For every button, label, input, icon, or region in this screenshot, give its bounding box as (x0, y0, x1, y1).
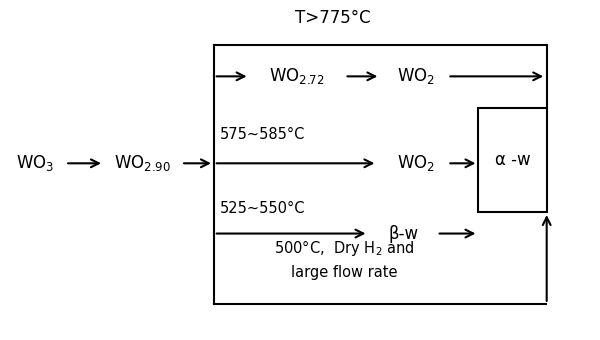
Text: WO$_3$: WO$_3$ (16, 153, 55, 173)
Text: 575~585°C: 575~585°C (220, 128, 305, 142)
Text: T>775°C: T>775°C (295, 9, 371, 27)
Text: 500°C,  Dry H$_2$ and
large flow rate: 500°C, Dry H$_2$ and large flow rate (274, 238, 415, 280)
Text: 525~550°C: 525~550°C (220, 201, 305, 216)
Text: β-w: β-w (389, 224, 419, 242)
Bar (478, 108, 547, 212)
Text: WO$_2$: WO$_2$ (397, 153, 435, 173)
Text: WO$_{2.90}$: WO$_{2.90}$ (114, 153, 171, 173)
Text: WO$_2$: WO$_2$ (397, 66, 435, 86)
Text: WO$_{2.72}$: WO$_{2.72}$ (269, 66, 325, 86)
Text: α -w: α -w (495, 151, 530, 169)
